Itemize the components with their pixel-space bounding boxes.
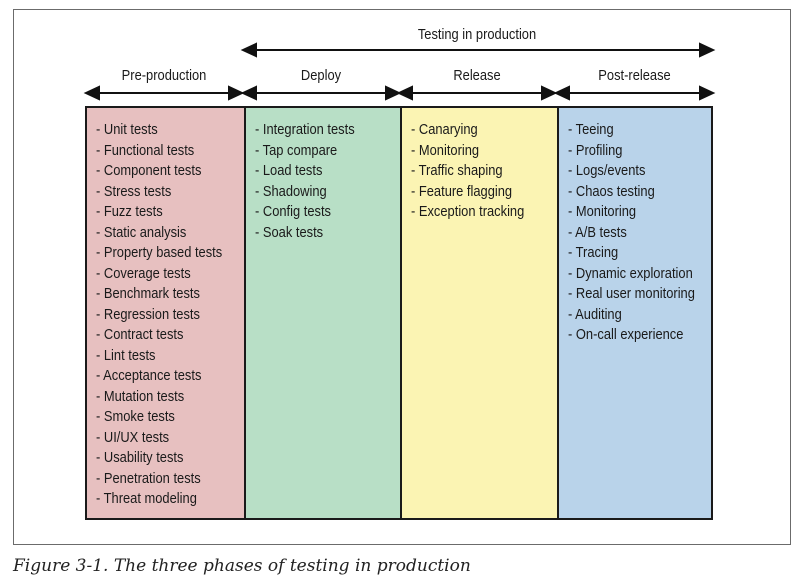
test-item: - Real user monitoring <box>568 285 695 302</box>
test-item: - Smoke tests <box>96 408 175 425</box>
test-item: - Stress tests <box>96 182 172 200</box>
test-item: - Benchmark tests <box>96 285 200 302</box>
test-item: - Config tests <box>255 203 332 220</box>
column-deploy: - Integration tests - Tap compare - Load t… <box>244 108 400 518</box>
test-item: - Integration tests <box>255 121 355 138</box>
test-item: - Auditing <box>568 305 622 323</box>
phase-label-release: Release <box>453 67 501 84</box>
phase-label-pre-production: Pre-production <box>121 67 207 84</box>
test-item: - Traffic shaping <box>411 162 503 179</box>
test-item: - On-call experience <box>568 326 684 343</box>
test-item: - Dynamic exploration <box>568 264 693 282</box>
test-item: - Exception tracking <box>411 203 525 220</box>
test-item: - Chaos testing <box>568 182 655 200</box>
post-release-list: - Teeing - Profiling - Logs/events - Chaos … <box>568 120 711 346</box>
release-list: - Canarying - Monitoring - Traffic shaping… <box>411 120 557 223</box>
release-arrow <box>396 85 558 101</box>
testing-in-production-arrow <box>240 42 716 58</box>
test-item: - Threat modeling <box>96 490 197 507</box>
test-item: - Usability tests <box>96 449 184 466</box>
test-item: - Coverage tests <box>96 264 191 282</box>
figure-frame <box>13 9 791 545</box>
test-item: - Static analysis <box>96 223 187 241</box>
test-item: - Fuzz tests <box>96 203 163 220</box>
test-item: - Penetration tests <box>96 469 201 487</box>
column-release: - Canarying - Monitoring - Traffic shaping… <box>400 108 557 518</box>
deploy-arrow <box>240 85 402 101</box>
test-item: - A/B tests <box>568 223 627 241</box>
test-item: - Functional tests <box>96 141 195 159</box>
test-item: - Acceptance tests <box>96 367 202 384</box>
test-item: - Monitoring <box>411 141 480 159</box>
test-item: - Soak tests <box>255 223 324 241</box>
phase-label-post-release: Post-release <box>598 67 671 84</box>
test-item: - Shadowing <box>255 182 327 200</box>
test-item: - Unit tests <box>96 121 158 138</box>
test-item: - Property based tests <box>96 244 223 261</box>
test-item: - Lint tests <box>96 346 156 364</box>
column-pre-production: - Unit tests - Functional tests - Componen… <box>87 108 244 518</box>
column-post-release: - Teeing - Profiling - Logs/events - Chaos … <box>557 108 711 518</box>
test-item: - Logs/events <box>568 162 646 179</box>
pre-production-list: - Unit tests - Functional tests - Componen… <box>96 120 244 510</box>
deploy-list: - Integration tests - Tap compare - Load t… <box>255 120 400 243</box>
test-item: - Feature flagging <box>411 182 513 200</box>
figure-caption: Figure 3-1. The three phases of testing … <box>13 556 471 576</box>
test-item: - Canarying <box>411 121 478 138</box>
test-item: - Component tests <box>96 162 202 179</box>
test-item: - Profiling <box>568 141 623 159</box>
pre-production-arrow <box>83 85 245 101</box>
post-release-arrow <box>553 85 716 101</box>
test-item: - Teeing <box>568 121 614 138</box>
phase-label-deploy: Deploy <box>300 67 342 84</box>
test-item: - Regression tests <box>96 305 200 323</box>
phase-columns: - Unit tests - Functional tests - Componen… <box>85 106 713 520</box>
test-item: - Monitoring <box>568 203 637 220</box>
testing-in-production-label: Testing in production <box>417 26 537 43</box>
test-item: - Contract tests <box>96 326 184 343</box>
test-item: - Tracing <box>568 244 619 261</box>
test-item: - Tap compare <box>255 141 338 159</box>
test-item: - UI/UX tests <box>96 428 170 446</box>
test-item: - Mutation tests <box>96 387 185 405</box>
test-item: - Load tests <box>255 162 323 179</box>
